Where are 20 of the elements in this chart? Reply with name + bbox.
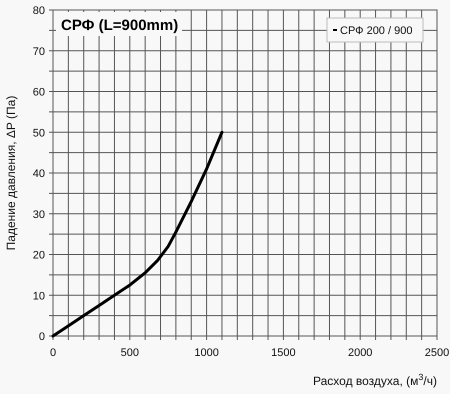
x-tick-label: 1500 — [271, 347, 296, 359]
x-tick-label: 2000 — [348, 347, 372, 359]
y-tick-label: 10 — [32, 290, 45, 302]
y-tick-label: 60 — [32, 86, 45, 98]
text: СРФ (L=900mm) — [61, 17, 178, 34]
x-tick-label: 2500 — [424, 347, 450, 359]
x-tick-label: 500 — [120, 347, 139, 359]
x-tick-label: 1000 — [194, 347, 219, 359]
y-tick-label: 70 — [32, 46, 45, 58]
y-axis-title: Падение давления, ΔP (Па) — [4, 96, 18, 250]
y-tick-label: 20 — [32, 250, 45, 262]
y-tick-label: 80 — [32, 5, 45, 17]
x-axis-title: Расход воздуха, (м$^{3}$/ч) — [313, 372, 437, 388]
y-tick-label: 30 — [32, 208, 45, 221]
legend-label: СРФ 200 / 900 — [340, 25, 412, 37]
x-tick-label: 0 — [50, 347, 56, 359]
y-tick-label: 0 — [38, 331, 45, 343]
y-tick-label: 40 — [32, 168, 45, 180]
y-tick-label: 50 — [32, 127, 45, 140]
line-series — [52, 130, 224, 338]
